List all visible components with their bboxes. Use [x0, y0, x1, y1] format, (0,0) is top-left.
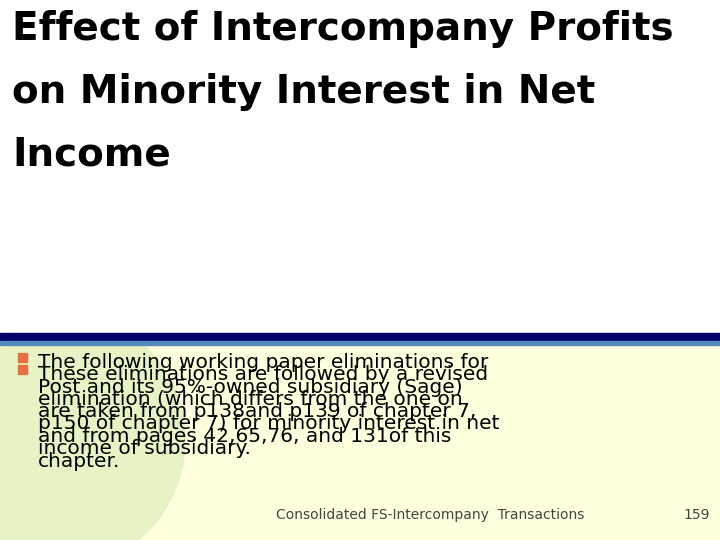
- Text: Effect of Intercompany Profits: Effect of Intercompany Profits: [12, 10, 674, 48]
- Bar: [18, 365, 27, 374]
- Bar: [0, 333, 720, 341]
- Text: The following working paper eliminations for
Post and its 95%-owned subsidiary (: The following working paper eliminations…: [38, 353, 488, 471]
- Bar: [0, 0, 720, 345]
- Circle shape: [0, 310, 185, 540]
- Circle shape: [0, 0, 150, 230]
- Text: Income: Income: [12, 136, 171, 174]
- Bar: [18, 353, 27, 362]
- Bar: [0, 341, 720, 345]
- Bar: [0, 0, 720, 343]
- Text: 159: 159: [683, 508, 710, 522]
- Text: These eliminations are followed by a revised
elimination (which differs from the: These eliminations are followed by a rev…: [38, 365, 500, 458]
- Bar: [0, 345, 720, 540]
- Text: Consolidated FS-Intercompany  Transactions: Consolidated FS-Intercompany Transaction…: [276, 508, 584, 522]
- Text: on Minority Interest in Net: on Minority Interest in Net: [12, 73, 595, 111]
